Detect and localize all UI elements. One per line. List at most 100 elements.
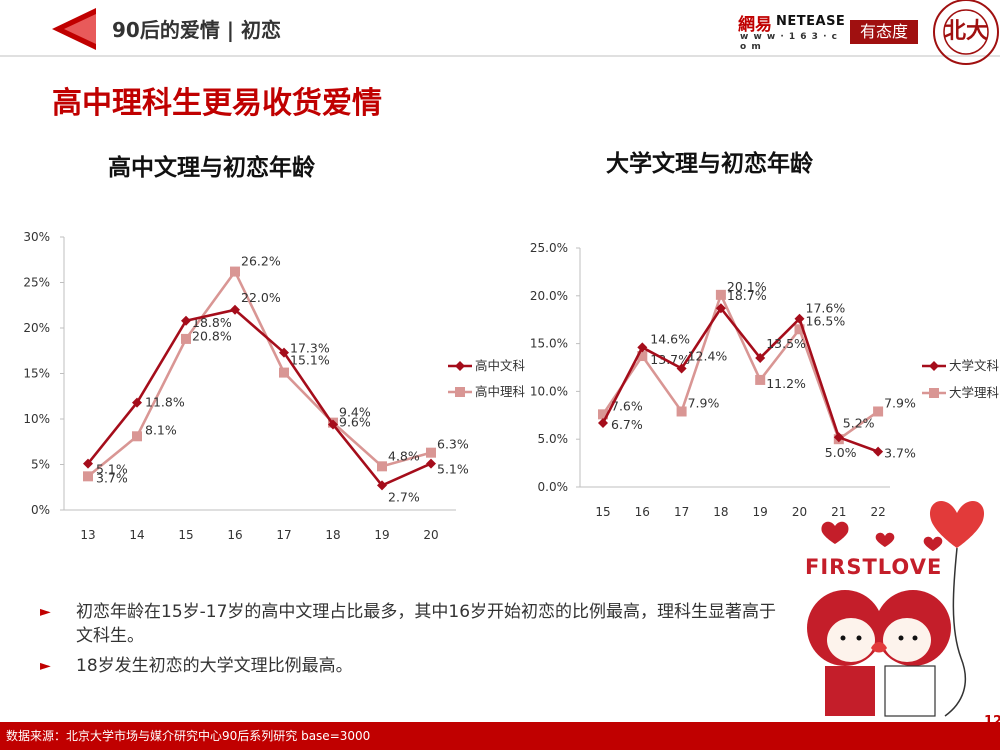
data-label: 11.8% [145, 395, 185, 410]
series-line-0 [86, 308, 432, 488]
data-label: 17.6% [806, 301, 846, 316]
data-label: 3.7% [96, 470, 128, 485]
legend-marker-square [929, 388, 939, 398]
data-label: 5.1% [96, 462, 128, 477]
data-label: 13.5% [766, 336, 806, 351]
first-love-illustration: FIRSTLOVE [805, 501, 985, 717]
x-tick-label: 22 [870, 505, 885, 519]
pku-seal-icon: 北大 [933, 0, 999, 65]
bullet-text: 初恋年龄在15岁-17岁的高中文理占比最多，其中16岁开始初恋的比例最高，理科生… [76, 602, 777, 646]
x-tick-label: 15 [178, 528, 193, 542]
data-point-diamond [377, 480, 387, 491]
y-tick-label: 0.0% [538, 480, 569, 494]
data-label: 5.2% [843, 415, 875, 430]
data-label: 2.7% [388, 489, 420, 504]
x-tick-label: 17 [674, 505, 689, 519]
legend-marker-square [455, 387, 465, 397]
data-label: 16.5% [806, 313, 846, 328]
chart2-title: 大学文理与初恋年龄 [606, 151, 813, 177]
legend-label: 高中理科 [475, 384, 526, 399]
main-title: 高中理科生更易收货爱情 [52, 86, 382, 121]
netease-logo: 網易 NETEASE w w w · 1 6 3 · c o m [738, 10, 848, 52]
data-label: 4.8% [388, 448, 420, 463]
data-point-diamond [328, 419, 338, 430]
data-label: 5.1% [437, 462, 469, 477]
data-point-square [715, 289, 726, 300]
data-label: 6.7% [611, 417, 643, 432]
data-point-diamond [755, 352, 766, 363]
netease-logo-url: w w w · 1 6 3 · c o m [740, 32, 838, 52]
data-point-square [181, 333, 191, 344]
data-point-diamond [676, 363, 687, 374]
bullet-arrow-icon: ► [40, 604, 51, 620]
data-point-diamond [279, 347, 289, 358]
chart2-plot: 0.0% 5.0% 10.0% 15.0% 20.0% 25.0% 15 16 17 18 19 20… [530, 241, 1000, 519]
data-point-diamond [833, 432, 844, 443]
data-label: 11.2% [766, 376, 806, 391]
y-tick-label: 20% [23, 321, 50, 335]
data-point-square [230, 266, 240, 277]
chart1-plot: 0% 5% 10% 15% 20% 25% 30% 13 14 15 16 17 18 19 20 3.7% 8… [23, 230, 526, 542]
x-tick-label: 18 [325, 528, 340, 542]
x-tick-label: 21 [831, 505, 846, 519]
legend-marker-diamond [455, 361, 465, 371]
data-point-diamond [598, 417, 608, 428]
data-label: 22.0% [241, 290, 281, 305]
y-tick-label: 15.0% [530, 337, 568, 351]
y-tick-label: 25% [23, 276, 50, 290]
data-label: 18.7% [727, 288, 767, 303]
data-point-square [83, 471, 93, 482]
bullet-text: 18岁发生初恋的大学文理比例最高。 [76, 656, 353, 676]
data-point-diamond [794, 313, 805, 324]
data-label: 9.4% [339, 404, 371, 419]
data-point-diamond [873, 446, 884, 457]
bullet-list: ► 初恋年龄在15岁-17岁的高中文理占比最多，其中16岁开始初恋的比例最高，理… [40, 600, 785, 684]
netease-logo-en: NETEASE [776, 14, 846, 29]
x-tick-label: 19 [753, 505, 768, 519]
data-point-square [755, 374, 766, 385]
data-point-diamond [83, 458, 93, 469]
data-label: 7.6% [611, 398, 643, 413]
data-point-diamond [637, 342, 648, 353]
header-arrow-icon [52, 8, 96, 50]
chart1-title: 高中文理与初恋年龄 [108, 155, 315, 181]
data-point-square [598, 409, 608, 420]
legend-label: 高中文科 [475, 358, 526, 373]
footer-bar [0, 722, 1000, 750]
youtaidu-logo: 有态度 [850, 20, 918, 44]
y-tick-label: 30% [23, 230, 50, 244]
data-point-square [637, 351, 648, 362]
data-label: 12.4% [688, 348, 728, 363]
data-point-diamond [426, 458, 436, 469]
data-label: 5.0% [825, 445, 857, 460]
bullet-arrow-icon: ► [40, 658, 51, 674]
illustration-text: FIRSTLOVE [805, 555, 942, 579]
y-tick-label: 20.0% [530, 289, 568, 303]
data-label: 9.6% [339, 415, 371, 430]
footer-source: 数据来源：北京大学市场与媒介研究中心90后系列研究 base=3000 [6, 729, 371, 743]
data-label: 6.3% [437, 437, 469, 452]
data-label: 7.9% [884, 395, 916, 410]
data-point-square [873, 406, 884, 417]
data-point-square [794, 324, 805, 335]
data-point-diamond [230, 304, 240, 315]
data-point-square [279, 367, 289, 378]
bullet-item: ► 18岁发生初恋的大学文理比例最高。 [40, 654, 785, 678]
data-point-square [676, 406, 687, 417]
data-point-square [132, 431, 142, 442]
series-line-1 [87, 269, 432, 478]
svg-text:北大: 北大 [944, 18, 988, 44]
data-label: 8.1% [145, 422, 177, 437]
legend-label: 大学文科 [949, 358, 1000, 373]
data-label: 7.9% [688, 395, 720, 410]
data-label: 26.2% [241, 254, 281, 269]
y-tick-label: 10% [23, 412, 50, 426]
legend-marker-diamond [929, 361, 939, 371]
y-tick-label: 25.0% [530, 241, 568, 255]
x-tick-label: 20 [792, 505, 807, 519]
y-tick-label: 10.0% [530, 384, 568, 398]
data-point-diamond [715, 303, 726, 314]
section-title: 90后的爱情 | 初恋 [112, 18, 282, 42]
y-tick-label: 5% [31, 458, 50, 472]
x-tick-label: 15 [595, 505, 610, 519]
